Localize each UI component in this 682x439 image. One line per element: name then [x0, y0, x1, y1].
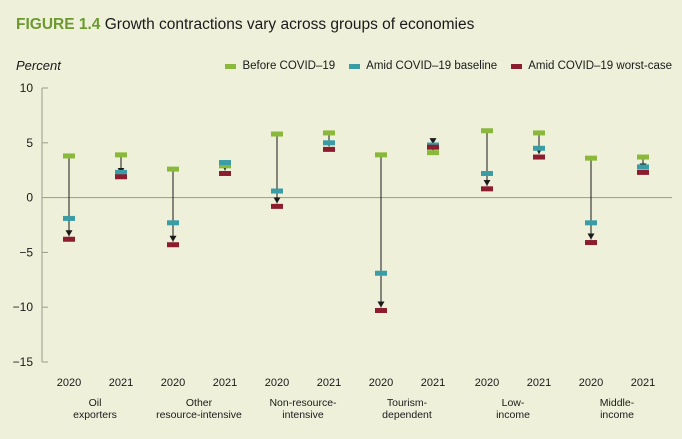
marker-before [271, 131, 283, 137]
marker-before [427, 150, 439, 156]
group-label: Oil [89, 397, 102, 409]
x-tick-label: 2021 [109, 377, 133, 389]
legend-swatch-before [225, 63, 237, 69]
legend-label-baseline: Amid COVID–19 baseline [366, 60, 498, 72]
x-tick-label: 2020 [57, 377, 81, 389]
figure-title-row: FIGURE 1.4 Growth contractions vary acro… [16, 16, 474, 34]
marker-before [637, 154, 649, 160]
y-tick-label: −10 [13, 300, 34, 314]
marker-before [375, 152, 387, 158]
marker-before [481, 128, 493, 134]
y-axis-label: Percent [16, 58, 61, 73]
marker-baseline [637, 164, 649, 170]
marker-baseline [115, 169, 127, 175]
marker-baseline [63, 215, 75, 221]
x-tick-label: 2020 [161, 377, 185, 389]
marker-worst [115, 174, 127, 180]
marker-baseline [375, 270, 387, 276]
marker-worst [271, 203, 283, 209]
legend-label-before: Before COVID–19 [242, 60, 336, 72]
marker-worst [323, 146, 335, 152]
x-tick-label: 2020 [369, 377, 393, 389]
legend-label-worst: Amid COVID–19 worst-case [528, 60, 672, 72]
x-tick-label: 2021 [213, 377, 237, 389]
group-label: income [600, 409, 634, 421]
group-label: income [496, 409, 530, 421]
marker-baseline [167, 220, 179, 226]
marker-worst [375, 307, 387, 313]
y-tick-label: −5 [19, 245, 33, 259]
marker-worst [427, 144, 439, 150]
group-label: exporters [73, 409, 117, 421]
marker-baseline [481, 170, 493, 176]
marker-baseline [219, 160, 231, 166]
legend-item-worst: Amid COVID–19 worst-case [511, 60, 672, 72]
marker-before [585, 155, 597, 161]
marker-worst [167, 242, 179, 248]
legend-swatch-baseline [349, 63, 361, 69]
y-tick-label: 5 [26, 136, 33, 150]
marker-before [167, 166, 179, 172]
marker-before [63, 153, 75, 159]
marker-baseline [585, 220, 597, 226]
marker-before [115, 152, 127, 158]
x-tick-label: 2021 [527, 377, 551, 389]
x-tick-label: 2020 [579, 377, 603, 389]
x-tick-label: 2021 [421, 377, 445, 389]
legend-item-before: Before COVID–19 [225, 60, 335, 72]
figure-label: FIGURE 1.4 [16, 16, 101, 33]
marker-worst [637, 169, 649, 175]
marker-before [323, 130, 335, 136]
marker-before [533, 130, 545, 136]
x-tick-label: 2020 [265, 377, 289, 389]
y-tick-label: −15 [13, 355, 34, 369]
x-tick-label: 2021 [317, 377, 341, 389]
legend: Before COVID–19 Amid COVID–19 baseline A… [225, 60, 672, 72]
marker-baseline [533, 145, 545, 151]
legend-swatch-worst [511, 63, 523, 69]
y-tick-label: 10 [20, 81, 34, 95]
marker-worst [481, 186, 493, 192]
group-label: Low- [502, 397, 525, 409]
group-label: Middle- [600, 397, 635, 409]
marker-worst [219, 170, 231, 176]
y-tick-label: 0 [26, 191, 33, 205]
marker-worst [533, 154, 545, 160]
x-tick-label: 2021 [631, 377, 655, 389]
group-label: Non-resource- [269, 397, 337, 409]
marker-baseline [271, 188, 283, 194]
marker-before [219, 163, 231, 169]
marker-worst [63, 236, 75, 242]
group-label: intensive [282, 409, 324, 421]
legend-item-baseline: Amid COVID–19 baseline [349, 60, 497, 72]
group-label: resource-intensive [156, 409, 242, 421]
x-tick-label: 2020 [475, 377, 499, 389]
figure-title: Growth contractions vary across groups o… [104, 16, 475, 33]
group-label: Tourism- [387, 397, 428, 409]
marker-worst [585, 240, 597, 246]
group-label: Other [186, 397, 213, 409]
marker-baseline [323, 140, 335, 146]
group-label: dependent [382, 409, 432, 421]
